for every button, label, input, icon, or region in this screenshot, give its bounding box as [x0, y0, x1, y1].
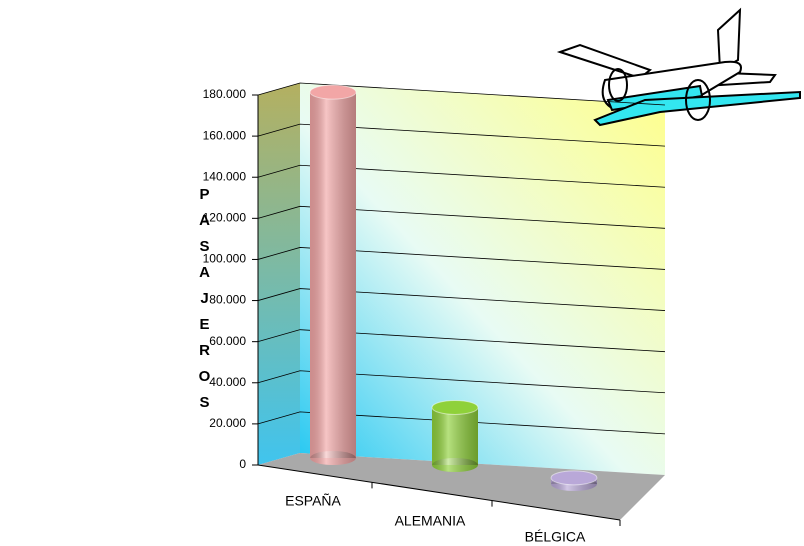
- bar-base-shade: [432, 458, 478, 472]
- bar-shade: [432, 407, 478, 465]
- floor: [258, 453, 665, 520]
- bar-base-shade: [310, 451, 356, 465]
- y-tick-label: 140.000: [203, 169, 247, 183]
- y-tick-label: 120.000: [203, 211, 247, 225]
- grid-line: [257, 288, 666, 311]
- y-tick-label: 80.000: [209, 293, 246, 307]
- x-axis: [257, 464, 621, 521]
- grid-line: [257, 82, 666, 106]
- grid-line: [257, 205, 666, 229]
- bar-top: [309, 84, 357, 100]
- y-tick-label: 40.000: [209, 375, 246, 389]
- grid-line: [257, 329, 666, 353]
- bar-shade: [310, 92, 356, 458]
- y-tick-label: 100.000: [203, 252, 247, 266]
- y-tick-label: 60.000: [209, 334, 246, 348]
- x-tick-label: ALEMANIA: [395, 513, 466, 529]
- grid-line: [257, 247, 666, 270]
- grid-line: [257, 411, 666, 435]
- side-wall: [258, 83, 300, 465]
- y-tick-label: 160.000: [203, 128, 247, 142]
- grid-line: [257, 370, 666, 394]
- x-tick-label: BÉLGICA: [525, 529, 586, 545]
- y-tick-label: 180.000: [203, 87, 247, 101]
- back-wall: [300, 83, 665, 475]
- y-tick-label: 20.000: [209, 416, 246, 430]
- bar-top: [431, 399, 479, 415]
- bar-top: [550, 470, 598, 486]
- y-axis-label: PASAJEROS: [196, 186, 213, 420]
- y-tick-label: 0: [239, 457, 246, 471]
- grid-line: [257, 123, 666, 147]
- x-tick-label: ESPAÑA: [285, 493, 341, 509]
- grid-line: [257, 164, 666, 188]
- airplane: [556, 7, 801, 127]
